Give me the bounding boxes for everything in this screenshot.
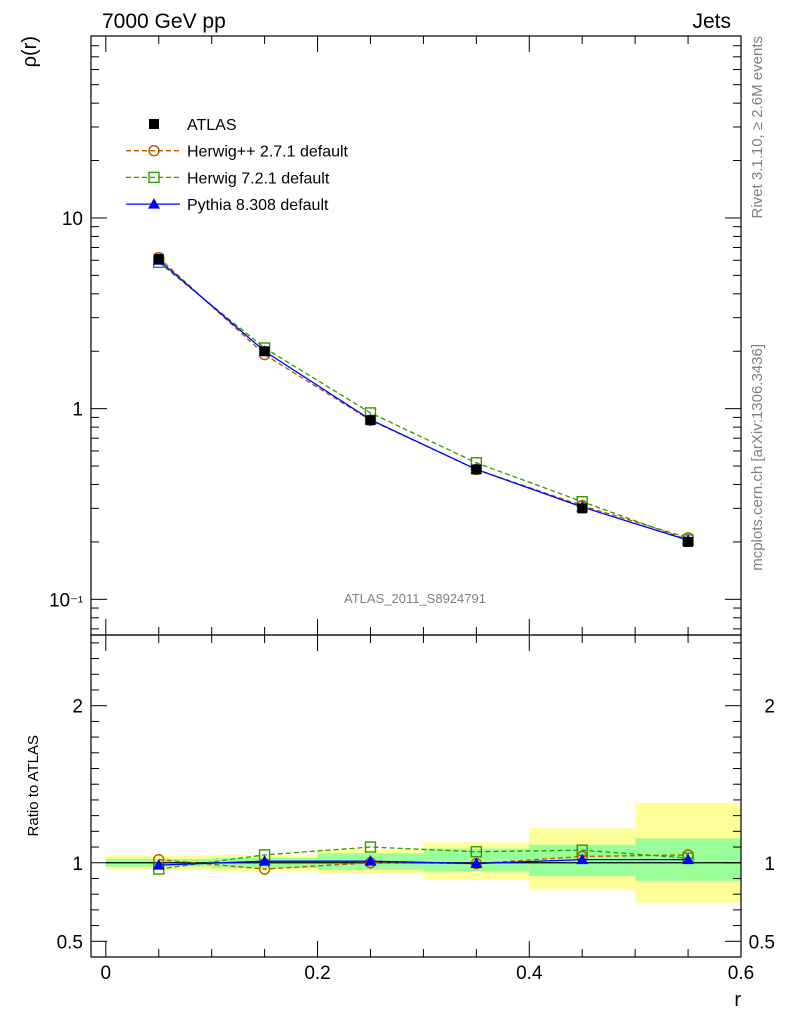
point-atlas bbox=[259, 346, 270, 357]
ratio-uncertainty-bands bbox=[105, 803, 741, 903]
legend-label-atlas: ATLAS bbox=[187, 117, 237, 134]
legend-label-herwig7: Herwig 7.2.1 default bbox=[187, 170, 330, 187]
ratio-point-herwig7 bbox=[364, 841, 377, 853]
legend: ATLAS Herwig++ 2.7.1 default Herwig 7.2.1 … bbox=[126, 117, 349, 214]
point-atlas bbox=[153, 253, 164, 264]
ratio-point-pythia bbox=[682, 853, 695, 865]
series-atlas bbox=[153, 253, 694, 547]
legend-marker-herwig7 bbox=[148, 171, 160, 184]
point-atlas bbox=[683, 536, 694, 547]
series-herwig7 bbox=[153, 256, 694, 546]
x-tick-label: 0.2 bbox=[304, 963, 330, 984]
x-tick-label: 0.6 bbox=[728, 963, 754, 984]
series-herwigpp bbox=[153, 251, 694, 544]
ratio-y-tick-label: 0.5 bbox=[57, 932, 83, 953]
series-line-pythia bbox=[158, 259, 689, 541]
ratio-line-herwigpp bbox=[158, 854, 689, 870]
legend-label-herwigpp: Herwig++ 2.7.1 default bbox=[187, 144, 349, 161]
legend-entry-pythia: Pythia 8.308 default bbox=[126, 197, 329, 214]
ratio-y-tick-label: 1 bbox=[72, 854, 83, 875]
legend-entry-herwigpp: Herwig++ 2.7.1 default bbox=[126, 144, 349, 161]
ratio-line-pythia bbox=[158, 858, 689, 866]
x-axis-title: r bbox=[734, 989, 741, 1011]
main-y-axis-title: ρ(r) bbox=[19, 36, 41, 67]
x-tick-label: 0.4 bbox=[516, 963, 543, 984]
ratio-point-pythia bbox=[364, 855, 377, 866]
legend-entry-atlas: ATLAS bbox=[149, 117, 237, 134]
ratio-y-tick-label-right: 2 bbox=[764, 697, 775, 718]
ratio-axes: 2 2 1 1 0.5 0.5 0 0.2 0.4 0.6 bbox=[57, 634, 775, 984]
ratio-point-herwig7 bbox=[470, 846, 483, 858]
legend-marker-herwigpp bbox=[148, 144, 160, 157]
ratio-y-axis-title: Ratio to ATLAS bbox=[25, 735, 42, 836]
series-line-herwigpp bbox=[158, 257, 689, 539]
header-right-title: Jets bbox=[692, 10, 731, 33]
point-atlas bbox=[365, 415, 376, 426]
legend-entry-herwig7: Herwig 7.2.1 default bbox=[126, 170, 330, 187]
watermark: ATLAS_2011_S8924791 bbox=[344, 591, 486, 606]
ratio-series-layer bbox=[152, 841, 695, 875]
ratio-point-pythia bbox=[152, 859, 165, 870]
ratio-point-pythia bbox=[258, 855, 271, 866]
header-left-title: 7000 GeV pp bbox=[102, 10, 226, 33]
rivet-label: Rivet 3.1.10, ≥ 2.6M events bbox=[749, 36, 766, 219]
main-axes: 10 1 10⁻¹ bbox=[49, 35, 742, 636]
point-atlas bbox=[577, 503, 588, 514]
ratio-series-pythia bbox=[152, 853, 695, 870]
ratio-y-tick-label: 2 bbox=[72, 697, 83, 718]
ratio-line-herwig7 bbox=[158, 846, 689, 870]
legend-marker-pythia bbox=[148, 198, 160, 209]
legend-label-pythia: Pythia 8.308 default bbox=[187, 197, 329, 214]
ratio-frame bbox=[90, 634, 742, 958]
mcplots-label: mcplots.cern.ch [arXiv:1306.3436] bbox=[749, 344, 766, 571]
main-y-tick-label: 10 bbox=[62, 209, 83, 230]
main-y-tick-label: 1 bbox=[72, 400, 83, 421]
series-line-herwig7 bbox=[158, 261, 689, 541]
legend-marker-atlas bbox=[149, 119, 159, 129]
ratio-y-tick-label-right: 1 bbox=[764, 854, 775, 875]
main-y-tick-label: 10⁻¹ bbox=[49, 590, 83, 611]
x-tick-label: 0 bbox=[101, 963, 112, 984]
main-series-layer bbox=[152, 251, 695, 547]
ratio-point-pythia bbox=[470, 857, 483, 869]
ratio-y-tick-label-right: 0.5 bbox=[749, 932, 775, 953]
series-pythia bbox=[152, 254, 695, 545]
ratio-point-pythia bbox=[576, 853, 589, 865]
point-atlas bbox=[471, 464, 482, 475]
